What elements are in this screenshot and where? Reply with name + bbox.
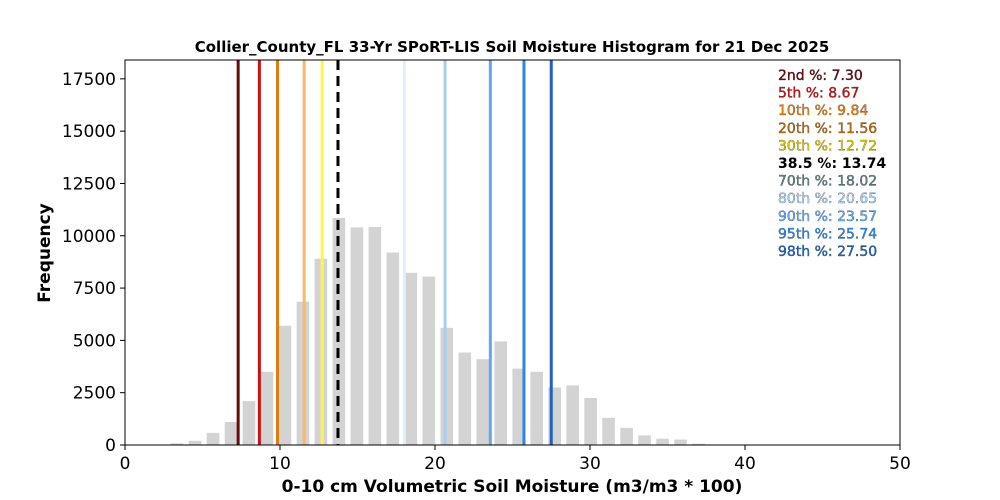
- x-tick-label: 20: [424, 454, 446, 474]
- x-tick-label: 0: [120, 454, 131, 474]
- percentile-label: 20th %: 11.56: [778, 121, 877, 137]
- y-tick-label: 7500: [73, 279, 116, 299]
- x-tick-label: 40: [734, 454, 756, 474]
- x-tick-label: 10: [269, 454, 291, 474]
- histogram-bar: [656, 438, 669, 445]
- histogram-bar: [422, 276, 436, 445]
- x-axis-label: 0-10 cm Volumetric Soil Moisture (m3/m3 …: [282, 477, 743, 497]
- percentile-label: 30th %: 12.72: [778, 138, 877, 154]
- histogram-bar: [386, 252, 400, 445]
- y-tick-label: 12500: [62, 174, 116, 194]
- percentile-label: 90th %: 23.57: [778, 209, 877, 225]
- percentile-label: 10th %: 9.84: [778, 103, 868, 119]
- histogram-bar: [602, 417, 615, 445]
- histogram-bar: [278, 325, 292, 445]
- histogram-bar: [512, 368, 525, 445]
- y-tick-label: 10000: [62, 227, 116, 247]
- histogram-bar: [368, 226, 382, 445]
- histogram-bar: [188, 440, 202, 445]
- percentile-label: 5th %: 8.67: [778, 86, 859, 102]
- percentile-label: 80th %: 20.65: [778, 191, 877, 207]
- histogram-bar: [530, 371, 543, 445]
- histogram-bar: [476, 359, 490, 445]
- y-axis-label: Frequency: [35, 203, 55, 303]
- histogram-bar: [620, 427, 633, 445]
- histogram-bar: [224, 421, 238, 445]
- histogram-bar: [350, 227, 364, 445]
- percentile-label: 98th %: 27.50: [778, 244, 877, 260]
- x-axis-ticks: 0 10 20 30 40 50: [120, 445, 911, 474]
- percentile-label: 2nd %: 7.30: [778, 68, 863, 84]
- histogram-bar: [584, 397, 597, 445]
- chart-title: Collier_County_FL 33-Yr SPoRT-LIS Soil M…: [195, 38, 830, 56]
- histogram-bar: [242, 401, 256, 445]
- histogram-bar: [170, 443, 184, 445]
- y-tick-label: 5000: [73, 331, 116, 351]
- percentile-label: 95th %: 25.74: [778, 226, 877, 242]
- plot-frame: [124, 59, 901, 446]
- histogram-bar: [692, 443, 705, 445]
- y-tick-label: 17500: [62, 70, 116, 90]
- histogram-bar: [206, 432, 220, 445]
- percentile-label: 70th %: 18.02: [778, 174, 877, 190]
- histogram-bar: [674, 439, 687, 445]
- histogram-bar: [638, 435, 651, 446]
- histogram-bar: [458, 352, 472, 445]
- x-tick-label: 50: [889, 454, 911, 474]
- percentile-lines: [236, 60, 553, 445]
- histogram-bars: [152, 217, 705, 446]
- histogram-bar: [494, 341, 508, 445]
- y-axis-ticks: 0 2500 5000 7500 10000 12500 15000 17500: [62, 70, 125, 456]
- histogram-bar: [332, 217, 346, 445]
- histogram-bar: [404, 272, 418, 445]
- histogram-bar: [440, 327, 454, 445]
- histogram-bar: [260, 371, 274, 445]
- y-tick-label: 2500: [73, 384, 116, 404]
- x-tick-label: 30: [579, 454, 601, 474]
- y-tick-label: 0: [105, 436, 116, 456]
- percentile-label: 38.5 %: 13.74: [778, 156, 886, 172]
- histogram-bar: [566, 385, 579, 445]
- y-tick-label: 15000: [62, 122, 116, 142]
